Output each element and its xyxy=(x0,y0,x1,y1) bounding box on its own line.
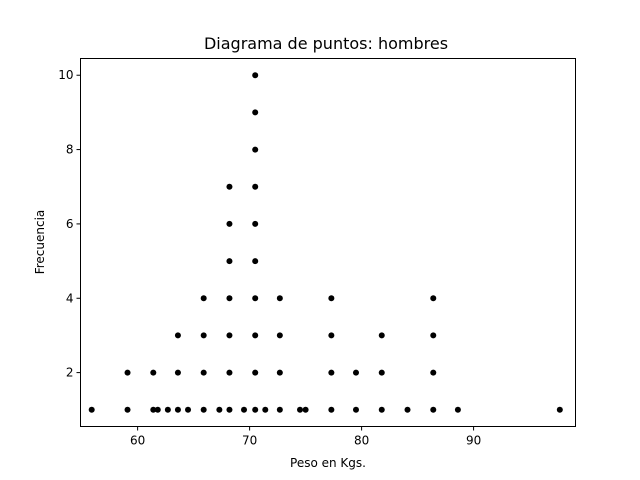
y-tick-label: 6 xyxy=(66,217,74,231)
y-axis-label: Frecuencia xyxy=(33,210,47,275)
data-point xyxy=(556,406,563,413)
data-point xyxy=(226,258,233,265)
data-point xyxy=(328,406,335,413)
data-point xyxy=(200,332,207,339)
data-point xyxy=(241,406,248,413)
data-point xyxy=(352,406,359,413)
y-tick-label: 10 xyxy=(58,68,73,82)
data-point xyxy=(454,406,461,413)
data-point xyxy=(297,406,304,413)
data-point xyxy=(150,406,157,413)
data-point xyxy=(226,220,233,227)
data-point xyxy=(252,406,259,413)
data-point xyxy=(174,332,181,339)
data-point xyxy=(276,332,283,339)
data-point xyxy=(276,369,283,376)
data-point xyxy=(252,295,259,302)
data-point xyxy=(226,332,233,339)
data-point xyxy=(430,295,437,302)
data-point xyxy=(154,406,161,413)
data-point xyxy=(378,369,385,376)
axes-frame xyxy=(80,58,576,427)
x-tick-label: 90 xyxy=(466,434,481,448)
x-axis: 60 70 80 90 xyxy=(130,426,481,448)
plot-area xyxy=(88,72,563,413)
data-point xyxy=(302,406,309,413)
data-point xyxy=(150,369,157,376)
data-point xyxy=(276,406,283,413)
data-point xyxy=(252,258,259,265)
data-point xyxy=(378,406,385,413)
data-point xyxy=(328,369,335,376)
data-point xyxy=(252,332,259,339)
data-point xyxy=(276,295,283,302)
data-point xyxy=(200,295,207,302)
y-axis: 2 4 6 8 10 xyxy=(58,68,81,380)
data-point xyxy=(216,406,223,413)
data-point xyxy=(174,406,181,413)
y-tick-label: 8 xyxy=(66,143,74,157)
data-point xyxy=(200,369,207,376)
data-point xyxy=(226,295,233,302)
data-point xyxy=(252,72,259,79)
data-point xyxy=(328,332,335,339)
y-tick-label: 4 xyxy=(66,291,74,305)
data-point xyxy=(378,332,385,339)
x-tick-label: 80 xyxy=(354,434,369,448)
data-point xyxy=(88,406,95,413)
data-point xyxy=(252,109,259,116)
data-point xyxy=(262,406,269,413)
data-point xyxy=(252,369,259,376)
y-tick-label: 2 xyxy=(66,366,74,380)
data-point xyxy=(430,332,437,339)
data-point xyxy=(164,406,171,413)
x-tick-label: 70 xyxy=(242,434,257,448)
data-point xyxy=(226,369,233,376)
x-axis-label: Peso en Kgs. xyxy=(290,456,366,470)
data-point xyxy=(352,369,359,376)
data-point xyxy=(124,369,131,376)
data-point xyxy=(328,295,335,302)
data-point xyxy=(252,183,259,190)
data-point xyxy=(124,406,131,413)
data-point xyxy=(226,183,233,190)
data-point xyxy=(404,406,411,413)
data-point xyxy=(200,406,207,413)
data-point xyxy=(226,406,233,413)
data-point xyxy=(252,146,259,153)
data-point xyxy=(174,369,181,376)
data-point xyxy=(252,220,259,227)
data-point xyxy=(430,406,437,413)
chart-title: Diagrama de puntos: hombres xyxy=(204,34,448,53)
data-point xyxy=(185,406,192,413)
data-point xyxy=(430,369,437,376)
x-tick-label: 60 xyxy=(130,434,145,448)
